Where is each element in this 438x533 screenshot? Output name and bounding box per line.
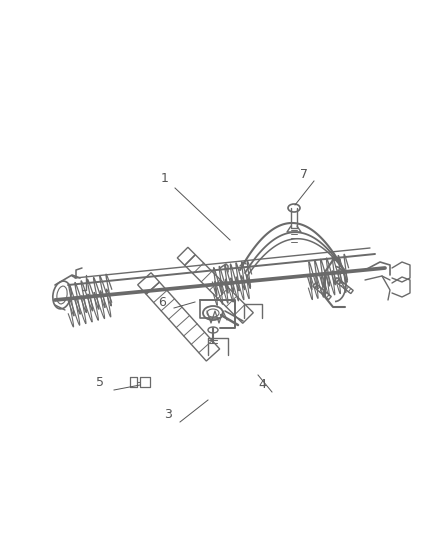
Text: 3: 3 [164, 408, 172, 422]
Text: 1: 1 [161, 172, 169, 184]
Text: 5: 5 [96, 376, 104, 389]
Text: 6: 6 [158, 295, 166, 309]
Text: 4: 4 [258, 378, 266, 392]
Text: 7: 7 [300, 168, 308, 182]
